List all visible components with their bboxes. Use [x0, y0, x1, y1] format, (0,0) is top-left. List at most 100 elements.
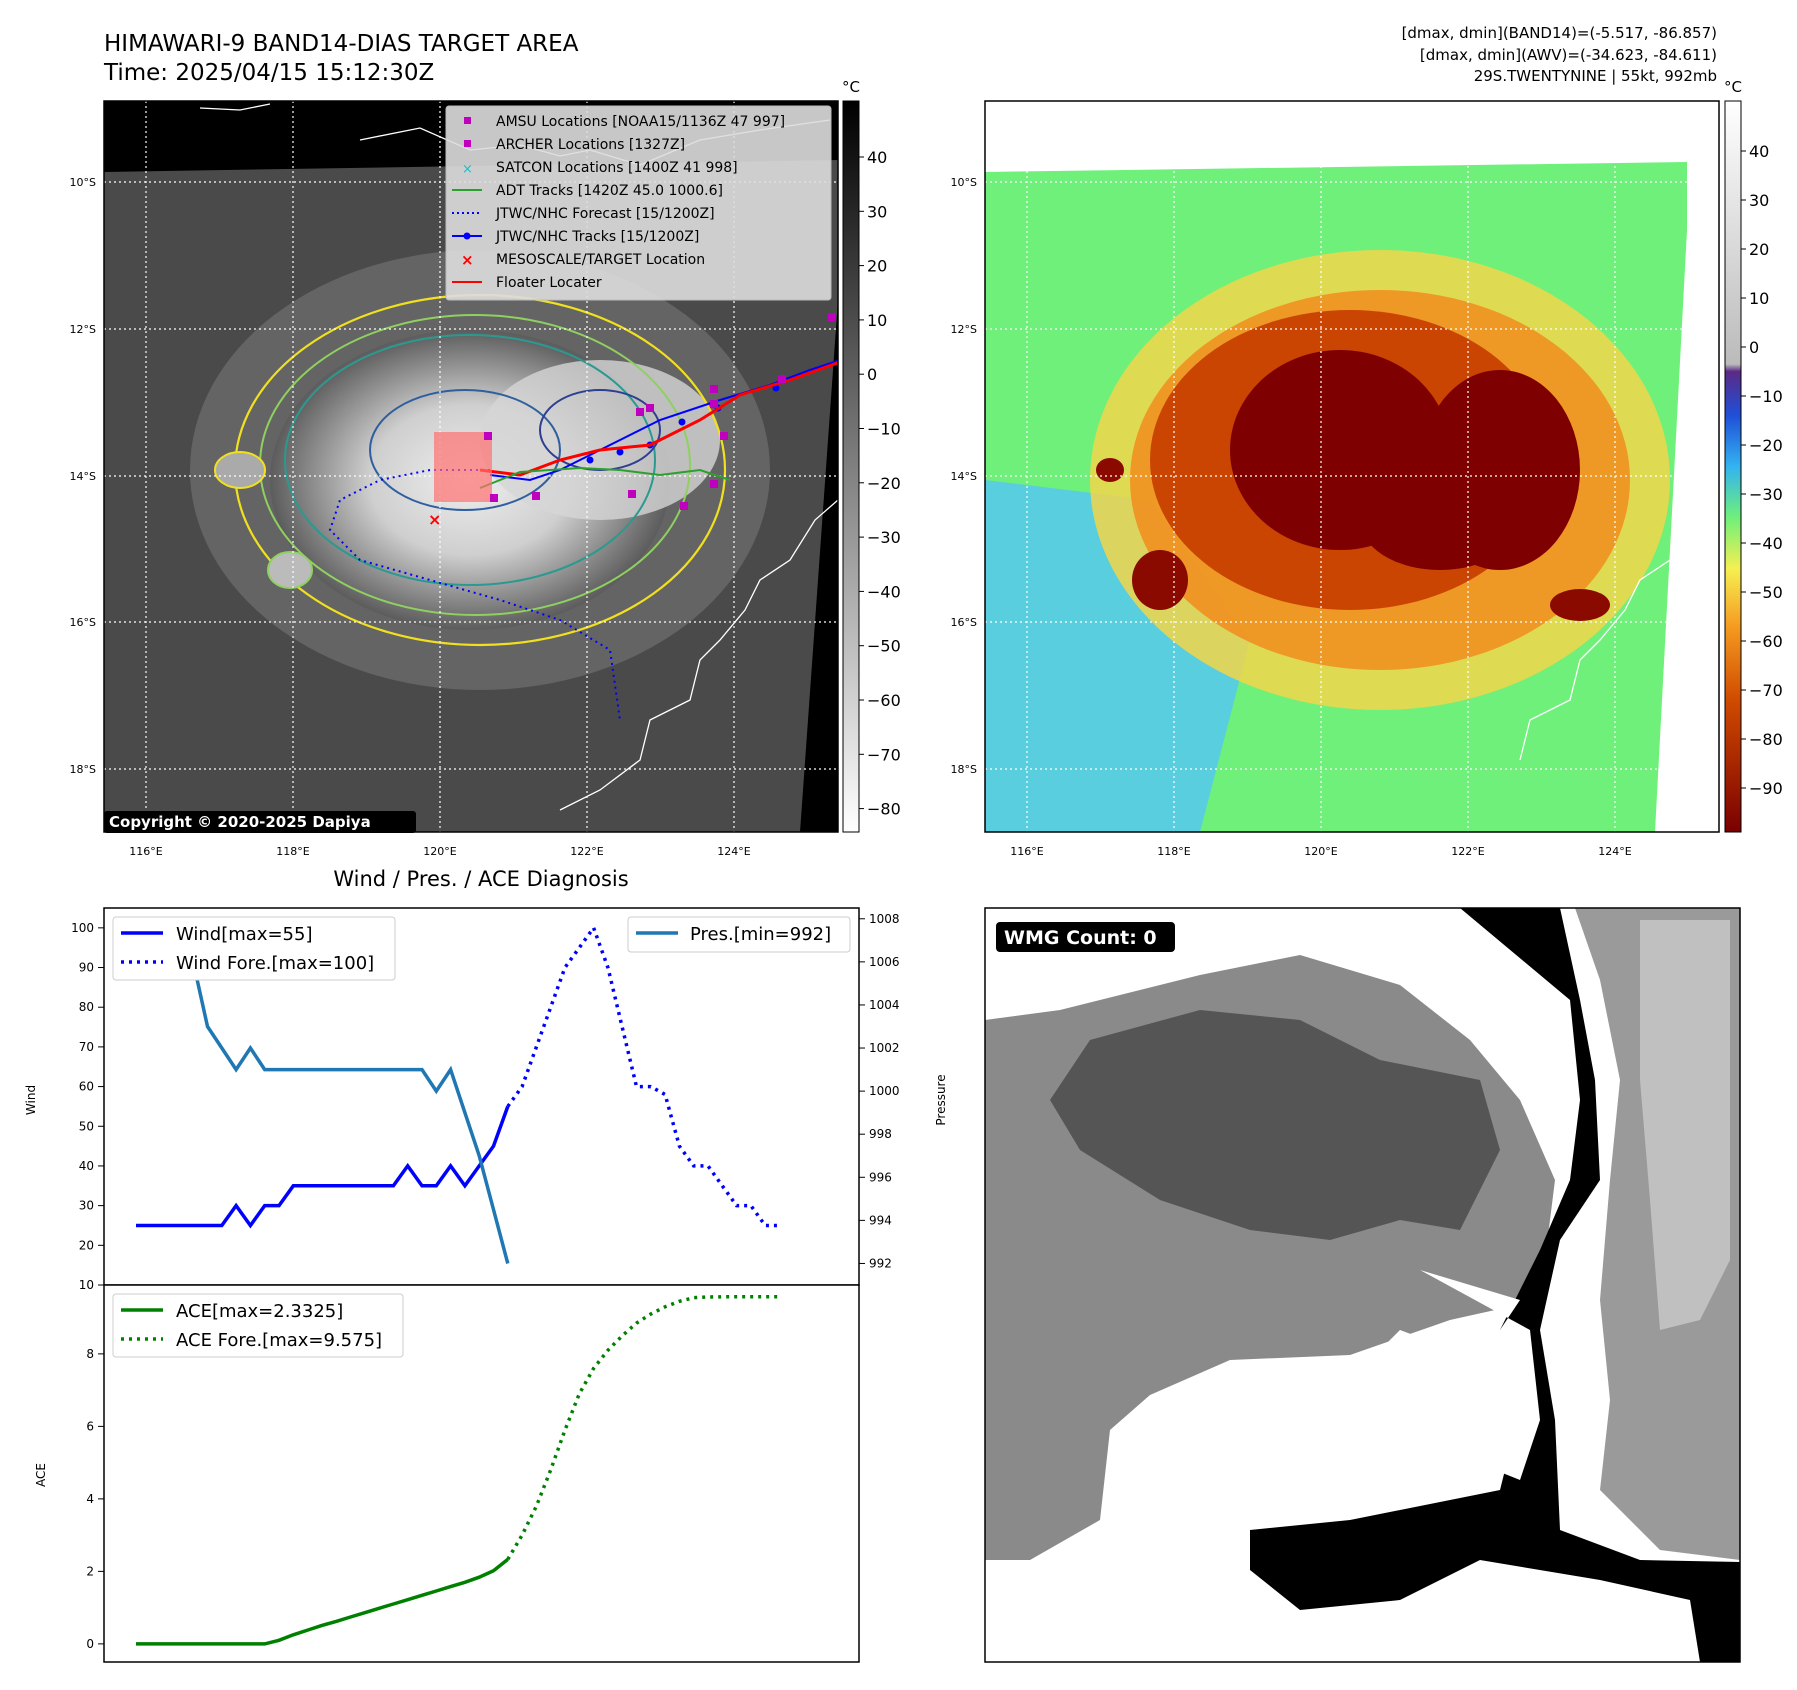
- info-band14: [dmax, dmin](BAND14)=(-5.517, -86.857): [1402, 24, 1717, 42]
- color-cb-tick-label: −70: [1749, 681, 1783, 700]
- figure-time: Time: 2025/04/15 15:12:30Z: [103, 60, 434, 86]
- y-right-tick-label: 1002: [869, 1041, 900, 1055]
- color-grid-lines: [985, 101, 1719, 832]
- wind-legend: Wind[max=55] Wind Fore.[max=100]: [112, 916, 396, 981]
- legend-satcon: SATCON Locations [1400Z 41 998]: [496, 160, 738, 176]
- ace-legend-label: ACE[max=2.3325]: [176, 1301, 343, 1322]
- y-tick-label: 6: [86, 1419, 94, 1433]
- gray-cb-tick-label: −40: [867, 582, 901, 601]
- ace-ylabel: ACE: [34, 1463, 48, 1487]
- color-cb-tick-label: −50: [1749, 583, 1783, 602]
- contour-teal: [284, 334, 656, 586]
- coastline-australia: [559, 499, 838, 811]
- ace-legend-box: [112, 1293, 404, 1358]
- series-line: [136, 1558, 509, 1646]
- color-cb-tick-label: −60: [1749, 632, 1783, 651]
- figure-title: HIMAWARI-9 BAND14-DIAS TARGET AREA: [104, 31, 579, 57]
- ir-map-panel: × AMSU Locations [NOAA15/1136Z 47 997] A…: [70, 100, 839, 858]
- y-tick-label: 0: [86, 1637, 94, 1651]
- gray-cb-tick-label: −80: [867, 800, 901, 819]
- jtwc-forecast: [328, 469, 621, 721]
- lon-label: 124°E: [717, 845, 750, 858]
- lat-label: 10°S: [70, 176, 96, 189]
- amsu-archer-markers: [484, 313, 836, 510]
- gray-cb-tick-label: 40: [867, 148, 887, 167]
- pressure-ylabel: Pressure: [934, 1074, 948, 1125]
- contour-blue: [369, 389, 561, 511]
- y-right-tick-label: 996: [869, 1170, 892, 1184]
- lat-label: 14°S: [951, 470, 977, 483]
- ir-map-frame: [103, 100, 839, 833]
- legend-box: [445, 105, 832, 301]
- y-tick-label: 10: [79, 1278, 94, 1292]
- gray-cb-tick-label: −50: [867, 637, 901, 656]
- ace-fore-legend-label: ACE Fore.[max=9.575]: [176, 1330, 382, 1351]
- color-colorbar: [1724, 100, 1742, 833]
- gray-cb-tick-label: 30: [867, 202, 887, 221]
- color-cell-se: [1550, 589, 1610, 621]
- color-core-south: [1360, 470, 1520, 570]
- gray-cb-tick-label: 10: [867, 311, 887, 330]
- ace-legend: ACE[max=2.3325] ACE Fore.[max=9.575]: [112, 1293, 404, 1358]
- pressure-legend-box: [627, 916, 851, 953]
- gray-colorbar-ticks: 40 30 20 10 0 −10 −20 −30 −40 −50 −60 −70 −80: [859, 148, 901, 819]
- gray-cb-tick-label: 20: [867, 257, 887, 276]
- wmg-dark-region: [1050, 1010, 1500, 1240]
- y-right-tick-label: 1008: [869, 912, 900, 926]
- y-tick-label: 4: [86, 1492, 94, 1506]
- cloud-cell-sw: [267, 551, 313, 589]
- mesoscale-target-box: [434, 432, 492, 502]
- lon-label: 118°E: [276, 845, 309, 858]
- y-tick-label: 60: [79, 1080, 94, 1094]
- legend-amsu: AMSU Locations [NOAA15/1136Z 47 997]: [496, 114, 785, 130]
- legend-target-icon: ×: [461, 251, 474, 269]
- y-right-tick-label: 994: [869, 1213, 892, 1227]
- color-cb-tick-label: 20: [1749, 240, 1769, 259]
- legend-amsu-icon: [464, 117, 471, 124]
- color-cb-tick-label: −10: [1749, 387, 1783, 406]
- color-colorbar-ticks: 40 30 20 10 0 −10 −20 −30 −40 −50 −60 −70 −80 −90: [1741, 142, 1783, 798]
- y-tick-label: 2: [86, 1564, 94, 1578]
- ir-map-axes: 10°S 12°S 14°S 16°S 18°S 116°E 118°E 120°E 122°E…: [70, 176, 751, 858]
- legend-archer: ARCHER Locations [1327Z]: [496, 137, 685, 153]
- cloud-cell-west: [214, 451, 266, 489]
- legend-tracks-dot: [463, 232, 471, 240]
- color-map-axes: 10°S 12°S 14°S 16°S 18°S 116°E 118°E 120°E 122°E…: [951, 176, 1632, 858]
- wmg-white-pocket: [1240, 1270, 1540, 1520]
- lon-label: 116°E: [1010, 845, 1043, 858]
- lat-label: 18°S: [951, 763, 977, 776]
- y-tick-label: 70: [79, 1040, 94, 1054]
- legend-tracks: JTWC/NHC Tracks [15/1200Z]: [495, 229, 699, 245]
- pressure-legend-label: Pres.[min=992]: [690, 924, 831, 945]
- wind-legend-label: Wind[max=55]: [176, 924, 313, 945]
- wmg-frame: [984, 907, 1741, 1663]
- gray-cb-tick-label: 0: [867, 365, 877, 384]
- legend-satcon-icon: ×: [462, 162, 473, 177]
- color-cb-tick-label: −30: [1749, 485, 1783, 504]
- pressure-legend: Pres.[min=992]: [627, 916, 851, 953]
- gray-cb-tick-label: −10: [867, 420, 901, 439]
- map-legend: AMSU Locations [NOAA15/1136Z 47 997] ARC…: [445, 105, 832, 301]
- lat-label: 12°S: [70, 323, 96, 336]
- color-cb-tick-label: −40: [1749, 534, 1783, 553]
- series-line: [506, 1295, 780, 1561]
- adt-track: [479, 466, 731, 489]
- diagnosis-title: Wind / Pres. / ACE Diagnosis: [333, 867, 628, 891]
- color-cb-tick-label: 40: [1749, 142, 1769, 161]
- legend-floater: Floater Locater: [496, 275, 602, 291]
- lat-label: 14°S: [70, 470, 96, 483]
- lon-label: 118°E: [1157, 845, 1190, 858]
- lat-label: 16°S: [951, 616, 977, 629]
- color-cb-tick-label: −20: [1749, 436, 1783, 455]
- lon-label: 120°E: [423, 845, 456, 858]
- gray-cb-tick-label: −70: [867, 745, 901, 764]
- color-cell-sw: [1132, 550, 1188, 610]
- y-tick-label: 30: [79, 1199, 94, 1213]
- copyright: Copyright © 2020-2025 Dapiya: [109, 813, 371, 831]
- color-cb-tick-label: 30: [1749, 191, 1769, 210]
- color-map-panel: 10°S 12°S 14°S 16°S 18°S 116°E 118°E 120°E 122°E…: [951, 100, 1720, 858]
- lat-label: 12°S: [951, 323, 977, 336]
- lon-label: 122°E: [1451, 845, 1484, 858]
- color-map-frame: [984, 100, 1720, 833]
- cloud-east: [480, 360, 720, 520]
